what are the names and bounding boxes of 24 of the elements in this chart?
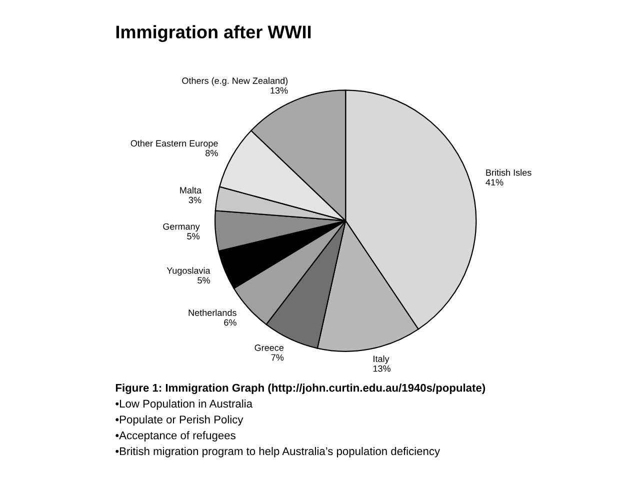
chart-title: Immigration after WWII — [116, 25, 311, 42]
slice-label: Malta — [180, 186, 202, 194]
slice-label: Italy — [374, 355, 390, 364]
slice-label: Others (e.g. New Zealand) — [182, 77, 288, 86]
text: •British migration program to help Australia’s population deficiency — [116, 446, 440, 458]
slice-label: Greece — [254, 344, 284, 351]
text: •Low Population in Australia — [116, 399, 253, 410]
slice-label: Other Eastern Europe — [130, 140, 218, 148]
slice-label: British Isles — [486, 169, 532, 176]
data-label: 8% — [206, 150, 218, 156]
data-label: 5% — [187, 233, 200, 240]
caption: Figure 1: Immigration Graph (http://john.curtin.edu.au/1940s/populate) — [116, 384, 486, 394]
data-label: 3% — [188, 196, 202, 204]
data-label: 41% — [486, 179, 504, 186]
data-label: 13% — [373, 365, 390, 372]
slice-label: Netherlands — [188, 309, 236, 316]
data-label: 5% — [198, 277, 210, 284]
text: •Acceptance of refugees — [116, 431, 236, 442]
slice-label: Yugoslavia — [166, 267, 210, 276]
data-label: 6% — [224, 319, 236, 326]
data-label: 13% — [270, 87, 288, 94]
text: •Populate or Perish Policy — [116, 415, 244, 426]
data-label: 7% — [271, 354, 284, 361]
slice-label: Germany — [163, 223, 200, 232]
